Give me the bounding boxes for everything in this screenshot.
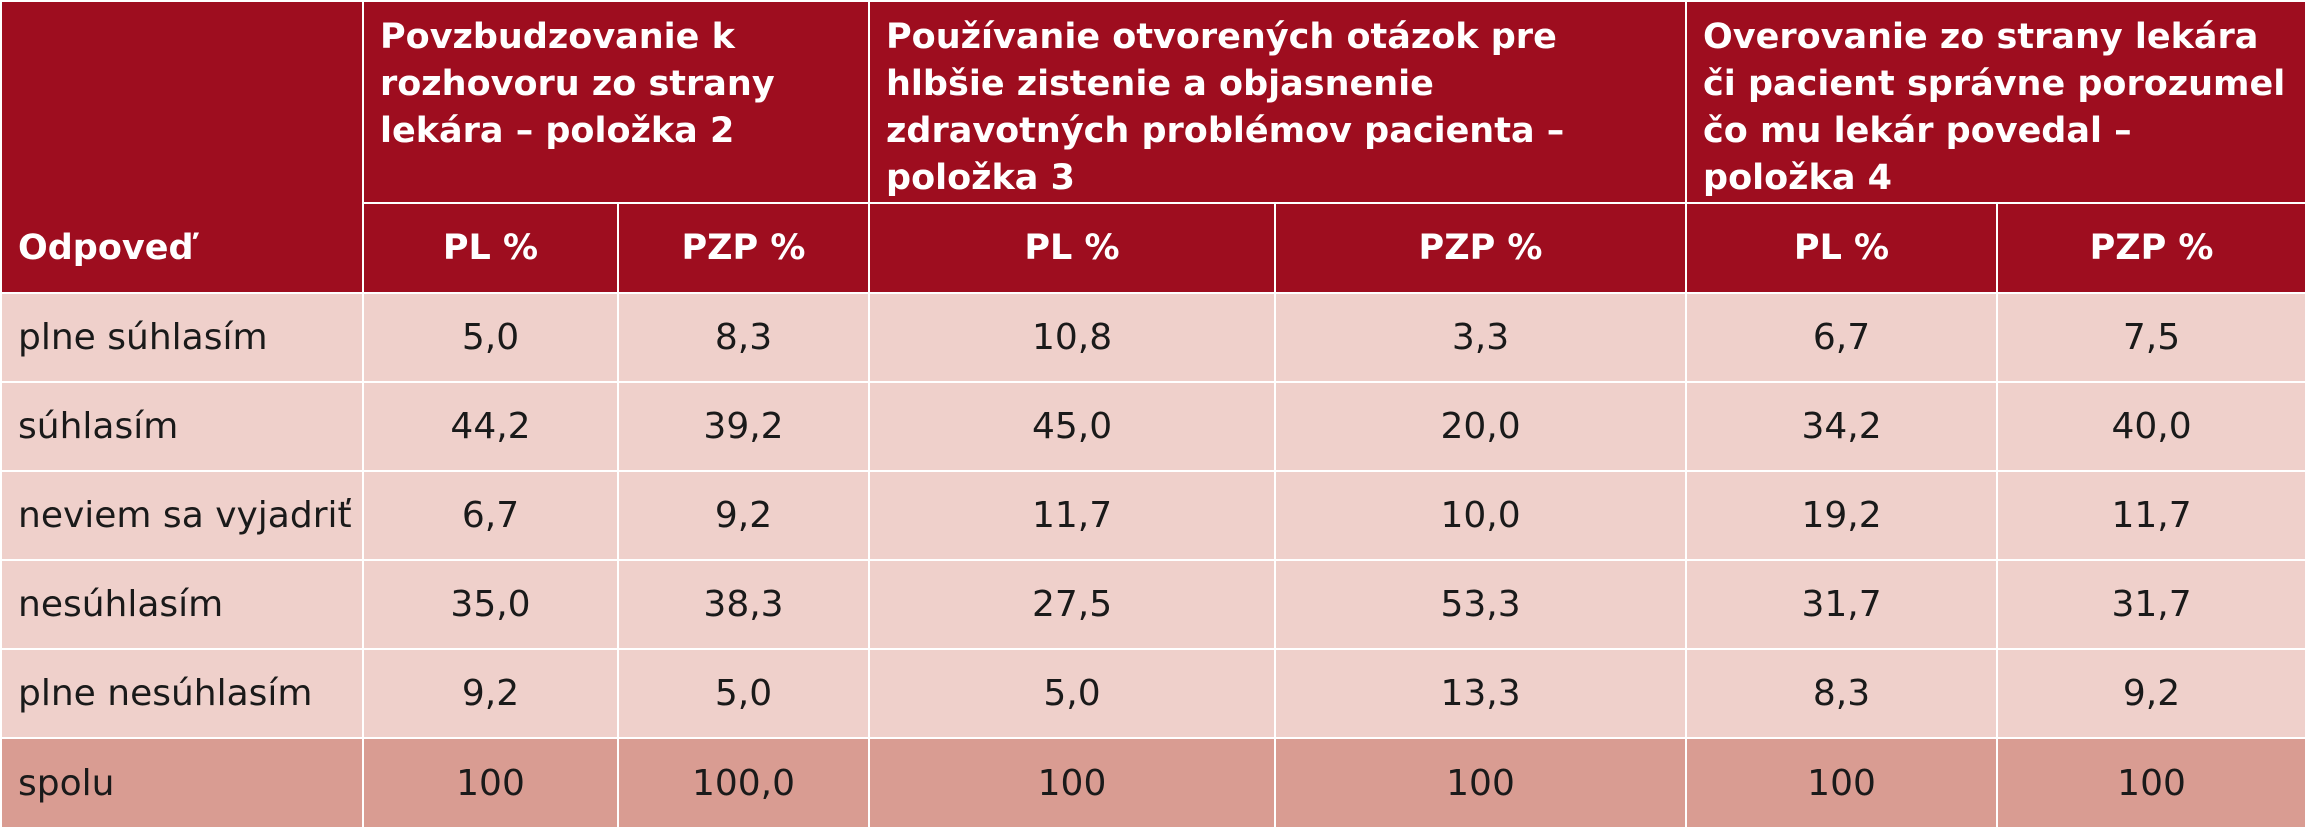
table-cell: 100,0: [616, 737, 871, 829]
table-cell: 3,3: [1274, 292, 1688, 383]
total-row: spolu 100 100,0 100 100 100 100: [0, 737, 2305, 829]
header-row-subheaders: PL % PZP % PL % PZP % PL % PZP %: [1, 202, 2305, 294]
table-row: plne nesúhlasím 9,2 5,0 5,0 13,3 8,3 9,2: [0, 648, 2305, 739]
table-cell: 11,7: [1996, 470, 2305, 561]
table-cell: 5,0: [616, 648, 871, 739]
header-row-groups: Odpoveď Povzbudzovanie k rozhovoru zo st…: [0, 0, 2305, 294]
group-header-item-3: Používanie otvorených otázok pre hlbšie …: [868, 0, 1688, 204]
table-cell: 38,3: [616, 559, 871, 650]
corner-header: Odpoveď: [0, 0, 364, 294]
table-cell: 100: [868, 737, 1277, 829]
table-cell: 7,5: [1996, 292, 2305, 383]
group-header-item-2: Povzbudzovanie k rozhovoru zo strany lek…: [361, 0, 871, 204]
subheader-pzp: PZP %: [1996, 202, 2305, 294]
table-cell: 20,0: [1274, 381, 1688, 472]
table-cell: 39,2: [616, 381, 871, 472]
table-cell: 100: [362, 737, 619, 829]
group-header-item-4: Overovanie zo strany lekára či pacient s…: [1685, 0, 2305, 204]
subheader-pl: PL %: [362, 202, 619, 294]
table-cell: 31,7: [1685, 559, 1999, 650]
table-cell: 100: [1274, 737, 1688, 829]
table-row: súhlasím 44,2 39,2 45,0 20,0 34,2 40,0: [0, 381, 2305, 472]
table-cell: 13,3: [1274, 648, 1688, 739]
table-cell: 40,0: [1996, 381, 2305, 472]
row-label: neviem sa vyjadriť: [0, 470, 364, 561]
table-cell: 19,2: [1685, 470, 1999, 561]
table-cell: 9,2: [1996, 648, 2305, 739]
table-cell: 10,0: [1274, 470, 1688, 561]
row-label: spolu: [0, 737, 364, 829]
row-label: plne súhlasím: [0, 292, 364, 383]
table-cell: 31,7: [1996, 559, 2305, 650]
table-cell: 6,7: [1685, 292, 1999, 383]
table-cell: 9,2: [616, 470, 871, 561]
table-row: neviem sa vyjadriť 6,7 9,2 11,7 10,0 19,…: [0, 470, 2305, 561]
subheader-pzp: PZP %: [1274, 202, 1688, 294]
table-cell: 45,0: [868, 381, 1277, 472]
table-cell: 9,2: [362, 648, 619, 739]
table-cell: 6,7: [362, 470, 619, 561]
table-cell: 27,5: [868, 559, 1277, 650]
table-cell: 8,3: [616, 292, 871, 383]
row-label: súhlasím: [0, 381, 364, 472]
table-cell: 34,2: [1685, 381, 1999, 472]
row-label: plne nesúhlasím: [0, 648, 364, 739]
subheader-pl: PL %: [1685, 202, 1999, 294]
table-cell: 11,7: [868, 470, 1277, 561]
table-row: plne súhlasím 5,0 8,3 10,8 3,3 6,7 7,5: [0, 292, 2305, 383]
table-cell: 53,3: [1274, 559, 1688, 650]
table-cell: 35,0: [362, 559, 619, 650]
table-cell: 8,3: [1685, 648, 1999, 739]
table-cell: 100: [1996, 737, 2305, 829]
row-label: nesúhlasím: [0, 559, 364, 650]
table-cell: 5,0: [362, 292, 619, 383]
table-cell: 10,8: [868, 292, 1277, 383]
table-row: nesúhlasím 35,0 38,3 27,5 53,3 31,7 31,7: [0, 559, 2305, 650]
table-cell: 44,2: [362, 381, 619, 472]
table-cell: 5,0: [868, 648, 1277, 739]
subheader-pzp: PZP %: [616, 202, 871, 294]
subheader-pl: PL %: [868, 202, 1277, 294]
table-cell: 100: [1685, 737, 1999, 829]
